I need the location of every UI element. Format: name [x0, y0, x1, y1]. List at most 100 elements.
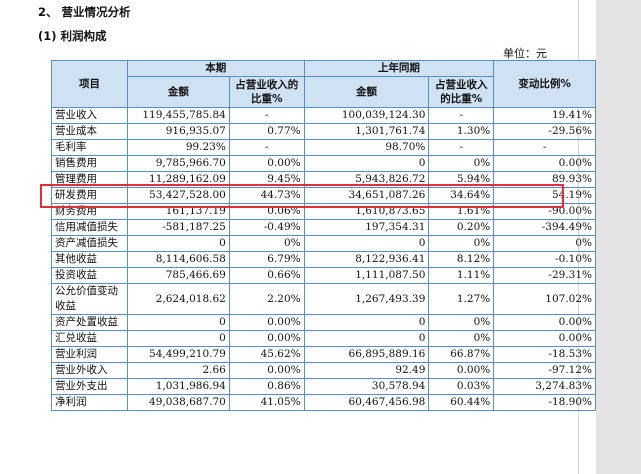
row-current-ratio: 0.00%: [228, 155, 305, 172]
row-change: 19.41%: [493, 107, 596, 124]
row-current-amount: 916,935.07: [126, 123, 230, 140]
row-change: 0.00%: [493, 314, 596, 331]
row-prior-ratio: 0%: [428, 235, 495, 252]
row-change: 0.00%: [493, 330, 596, 347]
row-change: -29.56%: [493, 123, 596, 140]
row-prior-ratio: -: [428, 107, 495, 124]
row-current-amount: 0: [126, 235, 230, 252]
row-prior-amount: 0: [303, 155, 430, 172]
row-change: -97.12%: [493, 362, 596, 379]
row-prior-ratio: 0.00%: [428, 362, 495, 379]
header-prior-amount: 金额: [303, 76, 430, 108]
row-current-ratio: -: [228, 139, 305, 156]
header-current-ratio: 占营业收入的比重%: [228, 76, 305, 108]
table-row: 汇兑收益 0 0.00% 0 0% 0.00%: [51, 330, 596, 347]
row-item-label: 研发费用: [51, 187, 128, 204]
row-item-label: 营业外支出: [51, 378, 128, 395]
row-item-label: 资产减值损失: [51, 235, 128, 252]
row-prior-amount: 197,354.31: [303, 219, 430, 236]
table-row: 销售费用 9,785,966.70 0.00% 0 0% 0.00%: [51, 155, 596, 172]
row-current-ratio: 0.86%: [228, 378, 305, 395]
table-row: 资产处置收益 0 0.00% 0 0% 0.00%: [51, 314, 596, 331]
row-current-ratio: -0.49%: [228, 219, 305, 236]
row-current-amount: 99.23%: [126, 139, 230, 156]
row-change: -29.31%: [493, 267, 596, 284]
document-page: 2、 营业情况分析 (1) 利润构成 单位：元 项目 本期 上年同期 变动比例%…: [0, 0, 596, 474]
row-prior-ratio: 0.03%: [428, 378, 495, 395]
row-change: 0.00%: [493, 155, 596, 172]
unit-label: 单位：元: [503, 47, 547, 60]
row-current-ratio: 0.77%: [228, 123, 305, 140]
row-current-amount: 53,427,528.00: [126, 187, 230, 204]
table-row: 营业收入 119,455,785.84-100,039,124.30-19.41%: [51, 107, 596, 124]
row-current-ratio: 2.20%: [228, 283, 305, 315]
row-item-label: 汇兑收益: [51, 330, 128, 347]
row-current-ratio: 0.00%: [228, 330, 305, 347]
row-current-ratio: 44.73%: [228, 187, 305, 204]
header-current-period: 本期: [126, 60, 305, 77]
row-current-amount: 0: [126, 314, 230, 331]
row-prior-ratio: 1.27%: [428, 283, 495, 315]
row-change: -18.53%: [493, 346, 596, 363]
row-prior-ratio: 8.12%: [428, 251, 495, 268]
row-current-ratio: 41.05%: [228, 394, 305, 411]
row-current-ratio: 0%: [228, 235, 305, 252]
row-prior-ratio: 0%: [428, 330, 495, 347]
table-row: 其他收益 8,114,606.58 6.79% 8,122,936.41 8.12% -0…: [51, 251, 596, 268]
highlight-box: [40, 183, 564, 208]
row-prior-amount: 98.70%: [303, 139, 430, 156]
row-current-ratio: 0.00%: [228, 314, 305, 331]
row-current-ratio: 45.62%: [228, 346, 305, 363]
row-prior-amount: 30,578.94: [303, 378, 430, 395]
table-row: 毛利率 99.23% -98.70% - -: [51, 139, 596, 156]
row-current-amount: -581,187.25: [126, 219, 230, 236]
row-item-label: 销售费用: [51, 155, 128, 172]
table-row: 营业成本 916,935.07 0.77% 1,301,761.74 1.30% -29.…: [51, 123, 596, 140]
table-row: 资产减值损失 0 0% 0 0% 0%: [51, 235, 596, 252]
row-prior-amount: 0: [303, 314, 430, 331]
row-current-amount: 2.66: [126, 362, 230, 379]
row-change: 3,274.83%: [493, 378, 596, 395]
row-item-label: 营业利润: [51, 346, 128, 363]
table-row: 投资收益 785,466.69 0.66% 1,111,087.50 1.11% -29.…: [51, 267, 596, 284]
row-prior-amount: 100,039,124.30: [303, 107, 430, 124]
row-current-amount: 119,455,785.84: [126, 107, 230, 124]
row-prior-amount: 34,651,087.26: [303, 187, 430, 204]
table-body: 营业收入 119,455,785.84-100,039,124.30-19.41%…: [51, 107, 596, 411]
row-current-amount: 1,031,986.94: [126, 378, 230, 395]
row-prior-ratio: -: [428, 139, 495, 156]
row-prior-amount: 66,895,889.16: [303, 346, 430, 363]
row-change: -90.00%: [493, 203, 596, 220]
header-item: 项目: [51, 60, 128, 108]
row-current-ratio: 0.66%: [228, 267, 305, 284]
row-prior-amount: 1,301,761.74: [303, 123, 430, 140]
row-prior-amount: 1,267,493.39: [303, 283, 430, 315]
table-row: 营业外支出 1,031,986.94 0.86% 30,578.94 0.03% 3,27…: [51, 378, 596, 395]
row-prior-amount: 1,111,087.50: [303, 267, 430, 284]
row-prior-ratio: 0.20%: [428, 219, 495, 236]
row-current-amount: 8,114,606.58: [126, 251, 230, 268]
row-current-amount: 2,624,018.62: [126, 283, 230, 315]
table-row: 营业利润 54,499,210.79 45.62% 66,895,889.16 66.8…: [51, 346, 596, 363]
row-prior-ratio: 1.11%: [428, 267, 495, 284]
row-current-ratio: 0.00%: [228, 362, 305, 379]
table-row: 公允价值变动收益 2,624,018.62 2.20% 1,267,493.39 1.2…: [51, 283, 596, 315]
row-change: -394.49%: [493, 219, 596, 236]
row-item-label: 信用减值损失: [51, 219, 128, 236]
row-current-amount: 785,466.69: [126, 267, 230, 284]
profit-composition-table: 项目 本期 上年同期 变动比例% 金额 占营业收入的比重% 金额 占营业收入的比…: [51, 60, 596, 411]
row-current-amount: 9,785,966.70: [126, 155, 230, 172]
row-item-label: 净利润: [51, 394, 128, 411]
header-current-amount: 金额: [126, 76, 230, 108]
row-current-amount: 54,499,210.79: [126, 346, 230, 363]
table-row: 净利润 49,038,687.70 41.05% 60,467,456.98 60.44…: [51, 394, 596, 411]
row-item-label: 毛利率: [51, 139, 128, 156]
row-prior-amount: 0: [303, 330, 430, 347]
row-current-ratio: -: [228, 107, 305, 124]
row-item-label: 营业收入: [51, 107, 128, 124]
row-change: -: [493, 139, 596, 156]
row-prior-ratio: 0%: [428, 155, 495, 172]
row-item-label: 其他收益: [51, 251, 128, 268]
table-row: 信用减值损失 -581,187.25 -0.49% 197,354.31 0.20% -3…: [51, 219, 596, 236]
table-row: 研发费用 53,427,528.00 44.73% 34,651,087.26 34.6…: [51, 187, 596, 204]
